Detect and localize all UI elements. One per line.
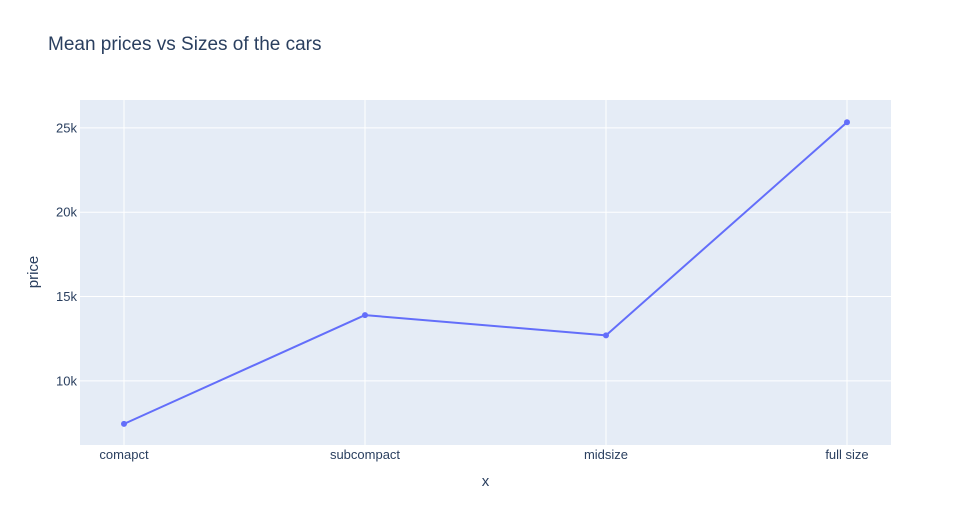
x-tick-labels: comapct subcompact midsize full size xyxy=(99,447,868,462)
x-axis-label: x xyxy=(482,473,490,490)
plot-area xyxy=(80,100,891,445)
series-line xyxy=(123,121,848,425)
x-tick-label: comapct xyxy=(99,447,149,462)
chart-title: Mean prices vs Sizes of the cars xyxy=(48,34,322,55)
data-point xyxy=(121,420,127,427)
y-tick-label: 15k xyxy=(56,289,77,304)
x-tick-label: full size xyxy=(825,447,868,462)
data-point xyxy=(603,332,609,339)
y-axis-label: price xyxy=(25,256,42,289)
y-gridlines xyxy=(80,127,891,382)
y-tick-label: 10k xyxy=(56,373,77,388)
data-point xyxy=(844,119,850,126)
x-tick-label: subcompact xyxy=(330,447,400,462)
data-point xyxy=(362,312,368,319)
y-tick-labels: 10k 15k 20k 25k xyxy=(56,120,77,388)
y-tick-label: 20k xyxy=(56,205,77,220)
x-tick-label: midsize xyxy=(584,447,628,462)
y-tick-label: 25k xyxy=(56,120,77,135)
series-group xyxy=(121,119,850,427)
x-gridlines xyxy=(123,100,848,445)
